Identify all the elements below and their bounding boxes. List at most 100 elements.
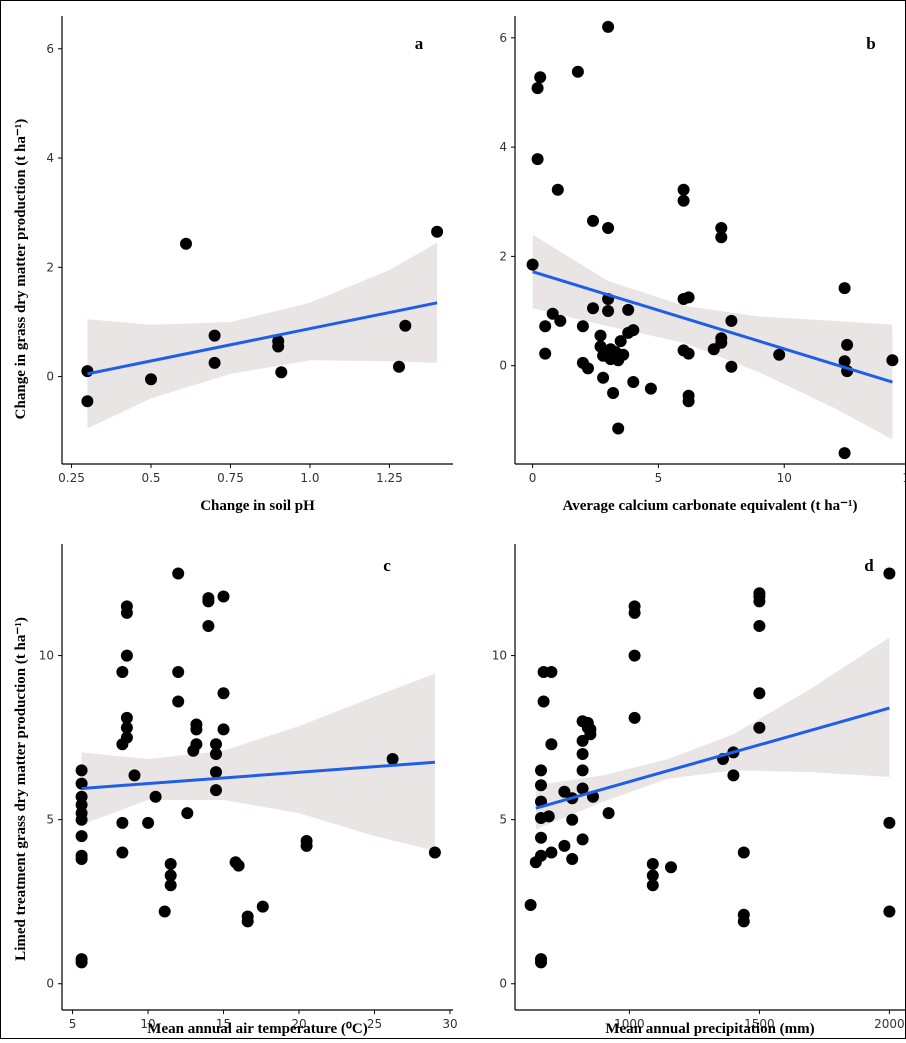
panel-d-point-44 (737, 846, 750, 859)
panel-c-point-54 (428, 846, 441, 859)
panel-b-point-49 (725, 314, 738, 327)
panel-d-point-24 (576, 764, 589, 777)
panel-b-point-13 (587, 214, 599, 227)
panel-d-point-34 (628, 606, 641, 619)
panel-b-confidence-band (532, 234, 893, 440)
panel-b-point-4 (539, 320, 552, 333)
panel-d-xtick-label-2: 2000 (874, 1017, 905, 1031)
panel-a-regression-line (87, 301, 438, 376)
panel-d-point-15 (545, 846, 558, 859)
panel-c-point-43 (217, 590, 230, 603)
panel-c-confidence-band (81, 673, 435, 851)
panel-b-point-5 (539, 347, 552, 360)
panel-b-point-36 (677, 183, 690, 196)
panel-c-point-31 (181, 807, 194, 820)
panel-c-point-17 (120, 649, 133, 662)
panel-c-point-39 (210, 748, 222, 760)
panel-c-point-47 (232, 859, 245, 872)
panel-d-letter: d (864, 556, 874, 575)
panel-c-point-45 (217, 723, 230, 736)
panel-b-point-30 (617, 348, 630, 361)
panel-d-point-19 (566, 813, 579, 826)
panel-d-point-20 (566, 853, 579, 865)
panel-c-point-49 (241, 915, 254, 928)
panel-b-ytick-label-1: 2 (499, 249, 507, 263)
panel-a-point-3 (180, 237, 192, 250)
panel-b-point-20 (602, 222, 615, 234)
panel-c-point-41 (210, 766, 222, 779)
panel-b-xtick-label-3: 15 (902, 471, 905, 485)
panel-d-point-32 (602, 807, 615, 820)
panel-c-point-44 (217, 687, 230, 700)
panel-b-point-19 (602, 20, 615, 33)
panel-d-point-25 (576, 782, 589, 795)
panel-a-plot (81, 225, 444, 429)
panel-b-regression-line (532, 270, 893, 384)
panel-c-ytick-label-1: 5 (46, 813, 54, 827)
panel-d-point-53 (883, 567, 896, 580)
panel-c-point-24 (158, 905, 171, 918)
panel-a-x-axis-label: Change in soil pH (200, 498, 315, 514)
panel-c-point-8 (75, 853, 88, 865)
panel-d-point-50 (753, 620, 766, 632)
panel-b-ytick-label-0: 0 (499, 359, 507, 373)
panel-d-point-26 (576, 833, 589, 846)
panel-c-xtick-label-0: 5 (69, 1017, 77, 1031)
panel-b-point-18 (597, 371, 610, 384)
panel-d-point-0 (524, 899, 537, 911)
panel-b-xtick-label-1: 5 (655, 471, 663, 485)
panel-b-plot (526, 20, 899, 460)
panel-c-point-14 (116, 846, 129, 859)
panel-d-point-38 (646, 869, 659, 882)
panel-d-point-9 (535, 956, 547, 969)
panel-c-xtick-label-2: 15 (216, 1017, 231, 1031)
panel-b-point-3 (534, 71, 547, 84)
panel-d-point-14 (545, 738, 558, 751)
panel-b-point-29 (614, 335, 627, 348)
panel-d-point-46 (737, 915, 750, 928)
panel-b-point-12 (582, 362, 594, 375)
panel-d-ytick-label-0: 0 (499, 977, 507, 991)
panel-a-ytick-label-3: 6 (46, 42, 54, 56)
panel-c-point-38 (202, 620, 215, 632)
panel-b-point-31 (622, 303, 635, 316)
panel-a-letter: a (415, 34, 424, 53)
panel-c-point-29 (172, 666, 185, 678)
panel-d-point-11 (537, 695, 550, 708)
panel-c-point-34 (190, 738, 203, 751)
panel-c-point-10 (75, 956, 88, 969)
panel-d-x-axis-label: Mean annual precipitation (mm) (605, 1021, 814, 1037)
panel-b-xtick-label-2: 10 (777, 471, 792, 485)
panel-a-xtick-label-1: 0.5 (141, 471, 160, 485)
panel-a-xtick-label-0: 0.25 (58, 471, 85, 485)
panel-d-point-3 (535, 779, 547, 792)
panel-b-letter: b (866, 34, 875, 53)
panel-b-point-52 (838, 282, 851, 295)
panel-b-point-55 (841, 338, 854, 351)
panel-d-point-49 (753, 595, 766, 608)
panel-c-point-1 (75, 777, 88, 790)
panel-d-regression-line (535, 706, 890, 810)
panel-a-point-10 (399, 319, 412, 332)
y-axis-label-top: Change in grass dry matter production (t… (13, 119, 29, 420)
panel-b-point-48 (715, 336, 728, 349)
panel-b-point-51 (773, 348, 786, 361)
panel-d-xtick-label-1: 1500 (744, 1017, 775, 1031)
panel-b-point-53 (838, 355, 851, 368)
panel-b-point-41 (682, 347, 695, 360)
panel-c-point-52 (300, 839, 313, 852)
panel-b-point-34 (627, 376, 640, 388)
panel-d-confidence-band (535, 637, 890, 830)
panel-b-point-43 (682, 395, 695, 408)
panel-b-point-9 (571, 65, 584, 78)
panel-c-point-40 (210, 738, 222, 751)
panel-b-point-54 (838, 447, 851, 460)
panel-b-point-50 (725, 360, 738, 373)
panel-d-ytick-label-1: 5 (499, 813, 507, 827)
panel-d-point-30 (584, 723, 597, 736)
panel-c-point-18 (120, 711, 133, 724)
panel-a-ytick-label-1: 2 (46, 260, 54, 274)
panel-d-point-55 (883, 905, 896, 918)
